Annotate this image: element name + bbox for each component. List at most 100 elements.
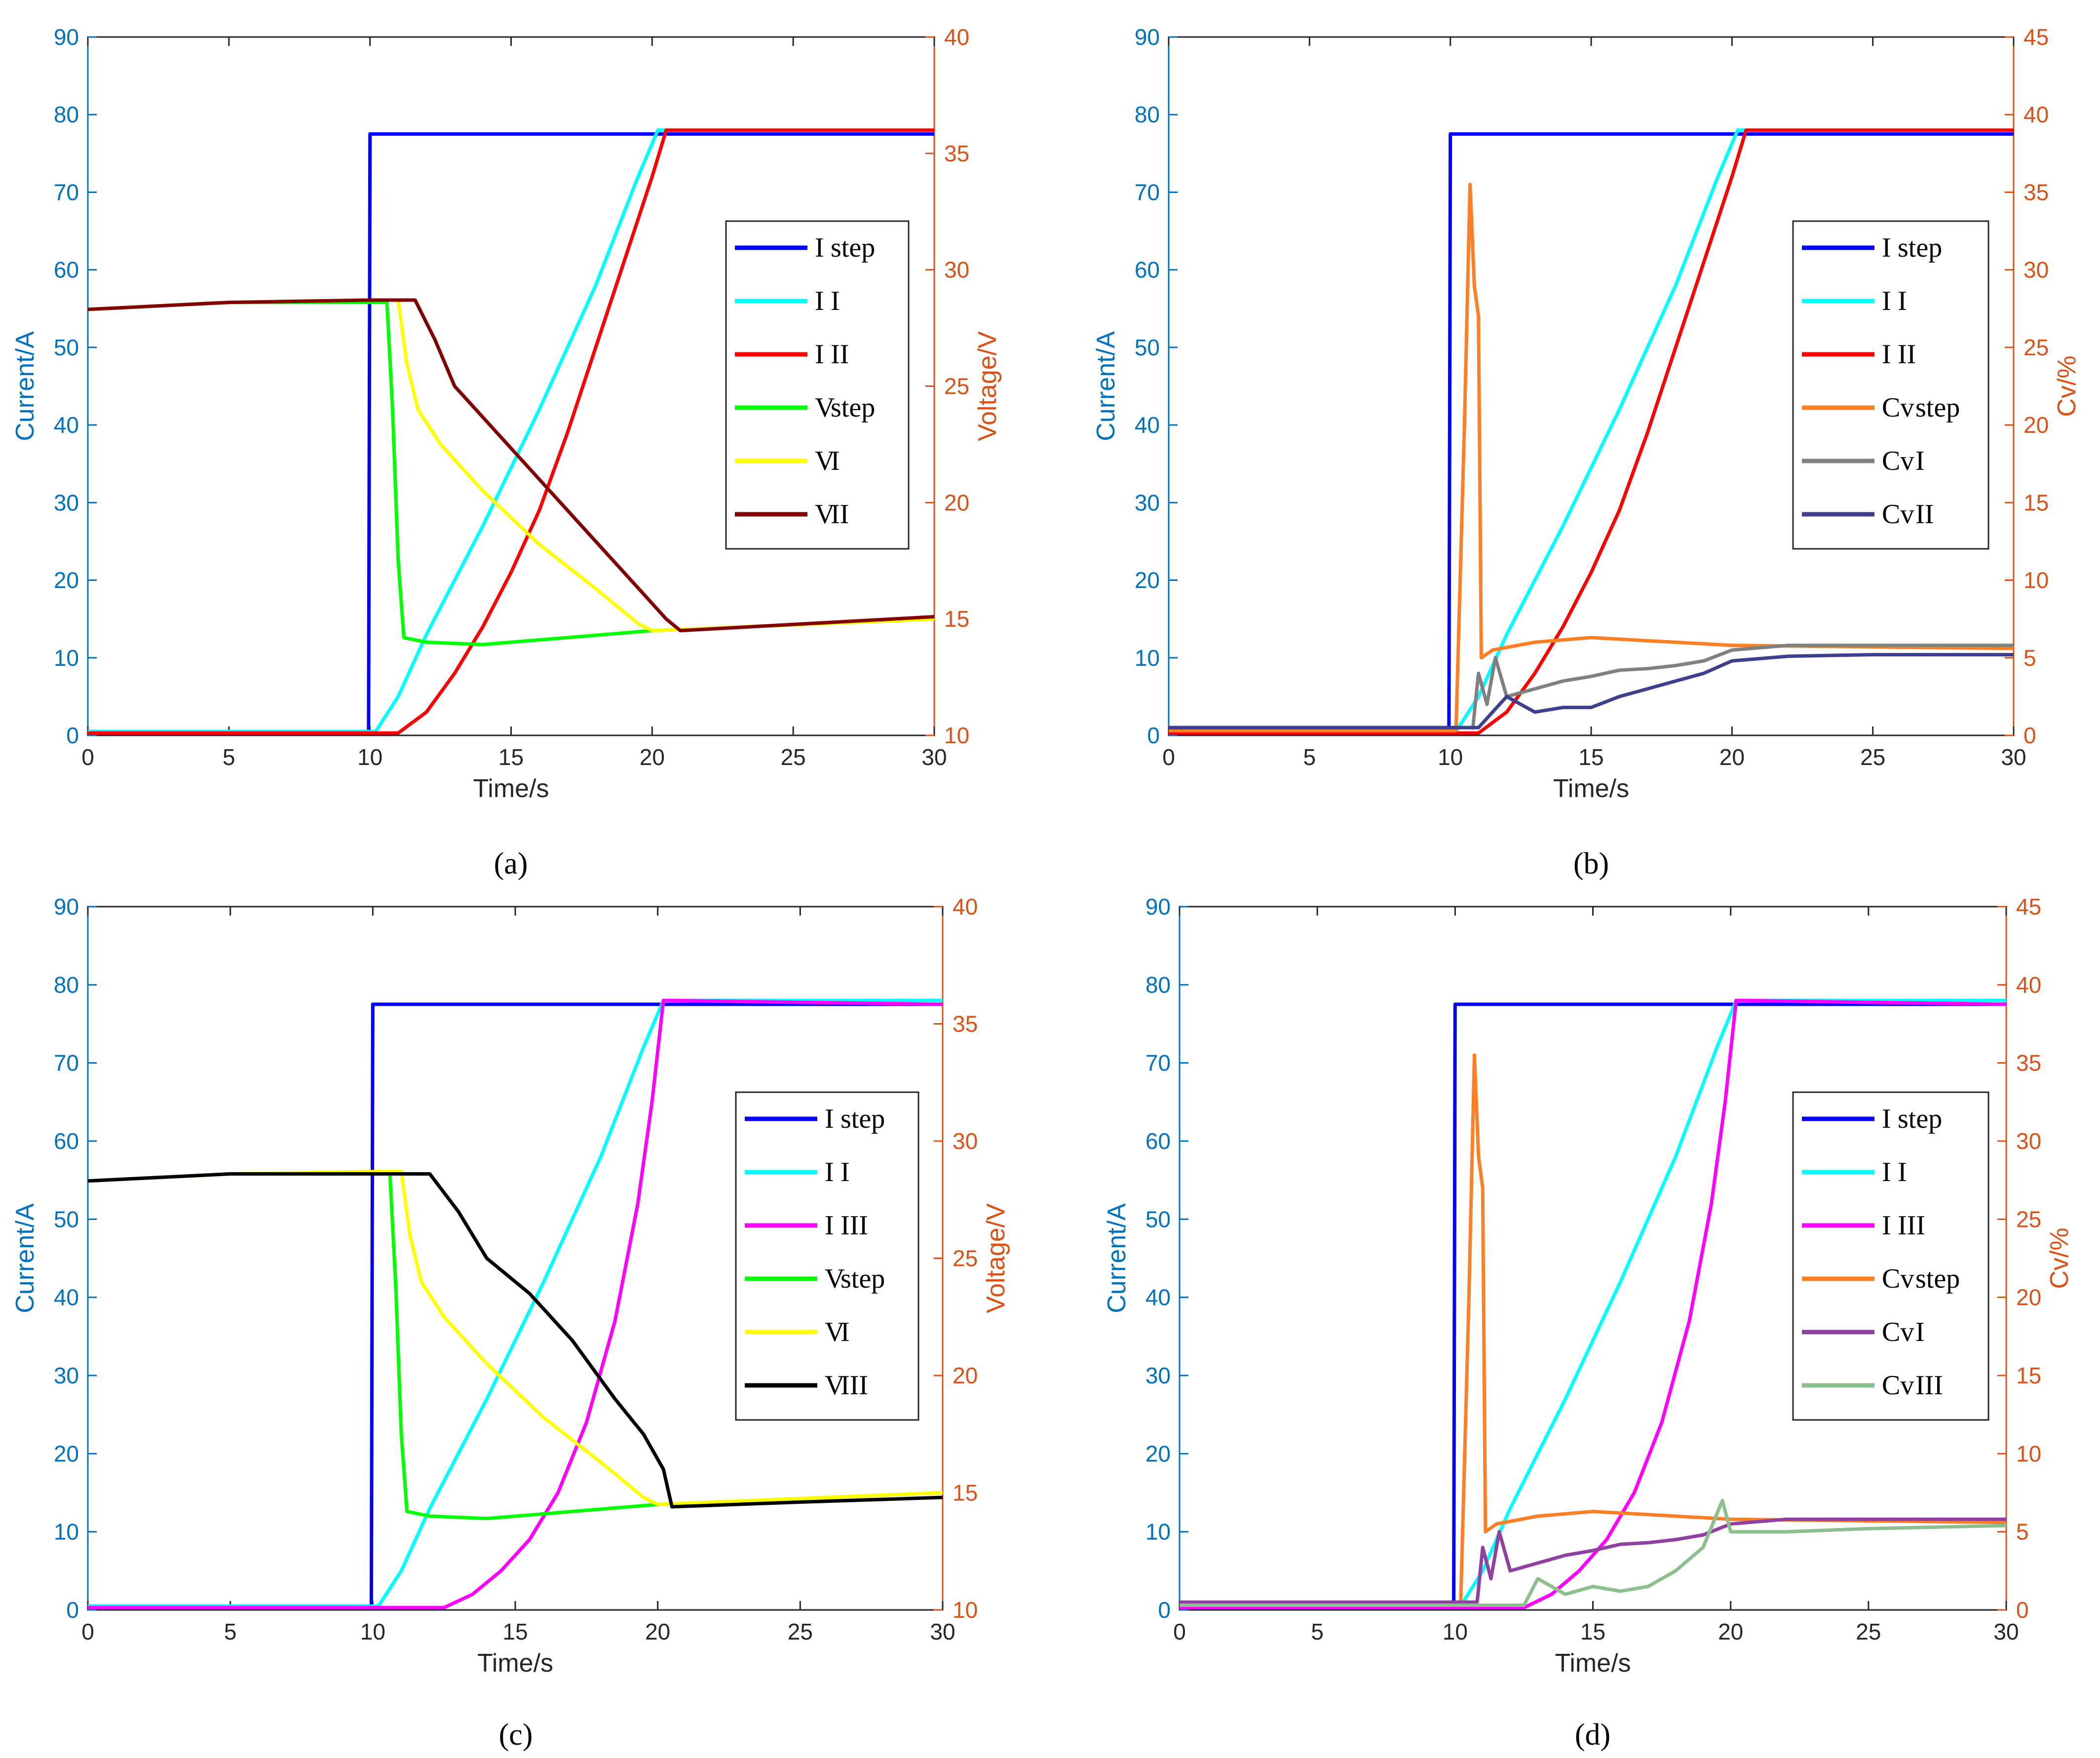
legend-label-prefix: V [815,446,835,476]
legend-label-suffix: II [831,499,849,530]
x-tick-label: 20 [640,744,665,770]
legend-box [735,1091,919,1421]
legend-label-prefix: I [1882,1157,1891,1187]
y-right-axis-label: Voltage/V [973,331,1002,441]
legend-label-suffix: step [1898,1104,1942,1134]
x-tick-label: 0 [1173,1619,1186,1644]
series-group [88,128,934,735]
y-right-axis-label: Cv/% [2053,355,2081,417]
chart-panel-a: 0 5 10 15 20 25 30 0 10 20 30 40 50 60 70 80 90 10 15 20 25 3… [11,24,1002,880]
series-group [1180,998,2006,1609]
series-line-i-i [1169,128,2014,733]
legend-box [1792,1091,1989,1421]
y-left-tick-label: 40 [54,1285,79,1310]
y-right-tick-label: 5 [2016,1519,2029,1545]
y-left-tick-label: 80 [1145,972,1171,997]
y-right-tick-label: 20 [953,1363,978,1388]
legend-label-prefix: I [1882,1104,1891,1134]
series-line-cv-ii [1169,653,2014,729]
legend-label-suffix: step [840,1263,885,1294]
panel-label: (b) [1573,847,1609,880]
y-left-tick-label: 60 [1145,1128,1171,1154]
series-line-v-iii [88,1172,943,1509]
y-right-tick-label: 20 [944,490,969,515]
x-tick-label: 10 [1438,744,1463,770]
series-line-i-i [1180,998,2006,1608]
x-tick-label: 30 [1993,1619,2019,1644]
y-left-tick-label: 0 [1147,723,1160,748]
series-line-cv-step [1180,1053,2006,1607]
series-line-v-i [88,1170,943,1506]
series-group [88,998,943,1609]
series-line-v-ii [88,298,934,633]
legend-label-prefix: I [1882,232,1891,263]
x-tick-label: 5 [224,1619,237,1644]
series-line-i-iii [88,998,943,1609]
y-right-tick-label: 10 [2024,568,2049,593]
y-right-tick-label: 15 [2024,490,2049,515]
y-left-tick-label: 10 [1145,1519,1171,1545]
x-tick-label: 15 [1580,1619,1605,1644]
panel-label: (d) [1575,1718,1610,1752]
y-left-tick-label: 80 [1135,102,1160,127]
legend-label-suffix: step [1915,1263,1960,1294]
legend-label-prefix: I [825,1104,834,1134]
x-tick-label: 5 [1311,1619,1324,1644]
legend-label-prefix: Cv [1882,446,1914,476]
y-left-axis-label: Current/A [11,331,39,441]
series-line-i-iii [1180,998,2006,1609]
y-left-axis-label: Current/A [1092,331,1120,441]
y-left-tick-label: 60 [54,257,79,283]
y-left-axis-label: Current/A [11,1203,39,1313]
y-right-tick-label: 35 [944,141,969,166]
legend-label-suffix: III [840,1210,868,1241]
y-right-tick-label: 0 [2024,723,2036,748]
y-left-tick-label: 60 [54,1128,79,1154]
legend-label-prefix: I [815,232,824,263]
y-left-tick-label: 70 [54,179,79,205]
legend-label-prefix: Cv [1882,499,1914,530]
y-right-tick-label: 30 [2024,257,2049,283]
x-tick-label: 30 [921,744,947,770]
legend-label-prefix: I [1882,339,1891,370]
y-left-tick-label: 90 [1135,24,1160,50]
x-tick-label: 15 [498,744,524,770]
x-tick-label: 10 [1443,1619,1468,1644]
y-right-tick-label: 40 [2016,972,2041,997]
series-line-i-i [88,998,943,1608]
x-axis-label: Time/s [1555,1649,1631,1678]
x-tick-label: 30 [2001,744,2026,770]
series-line-cv-i [1180,1517,2006,1604]
y-left-tick-label: 30 [1145,1363,1171,1388]
y-right-tick-label: 25 [953,1246,978,1271]
y-right-tick-label: 45 [2024,24,2049,50]
legend-label-suffix: I [831,446,840,476]
y-left-tick-label: 30 [1135,490,1160,515]
y-right-axis-label: Cv/% [2045,1227,2074,1289]
series-line-i-ii [88,128,934,735]
y-left-tick-label: 40 [1145,1285,1171,1310]
y-right-tick-label: 25 [944,374,969,399]
x-axis-label: Time/s [473,774,549,803]
chart-panel-b: 0 5 10 15 20 25 300102030405060708090051015202… [1092,24,2081,880]
y-right-tick-label: 35 [2016,1050,2041,1076]
y-left-tick-label: 30 [54,1363,79,1388]
series-line-i-ii [1169,128,2014,735]
y-left-tick-label: 20 [1145,1441,1171,1466]
chart-panel-c: 0 5 10 15 20 25 30 0 10 20 30 40 50 60 70 80 90 10 15 20 25 3… [11,894,1010,1752]
y-right-tick-label: 25 [2024,335,2049,360]
x-tick-label: 10 [357,744,382,770]
legend-label-suffix: III [1898,1210,1925,1241]
y-right-tick-label: 15 [944,606,969,632]
y-left-tick-label: 50 [54,335,79,360]
y-left-tick-label: 80 [54,972,79,997]
x-axis-label: Time/s [1553,774,1629,803]
x-tick-label: 5 [223,744,235,770]
x-tick-label: 0 [81,744,94,770]
x-tick-label: 5 [1303,744,1316,770]
legend-label-suffix: III [1915,1370,1943,1401]
legend-label-suffix: III [840,1370,868,1401]
x-tick-label: 15 [1578,744,1604,770]
